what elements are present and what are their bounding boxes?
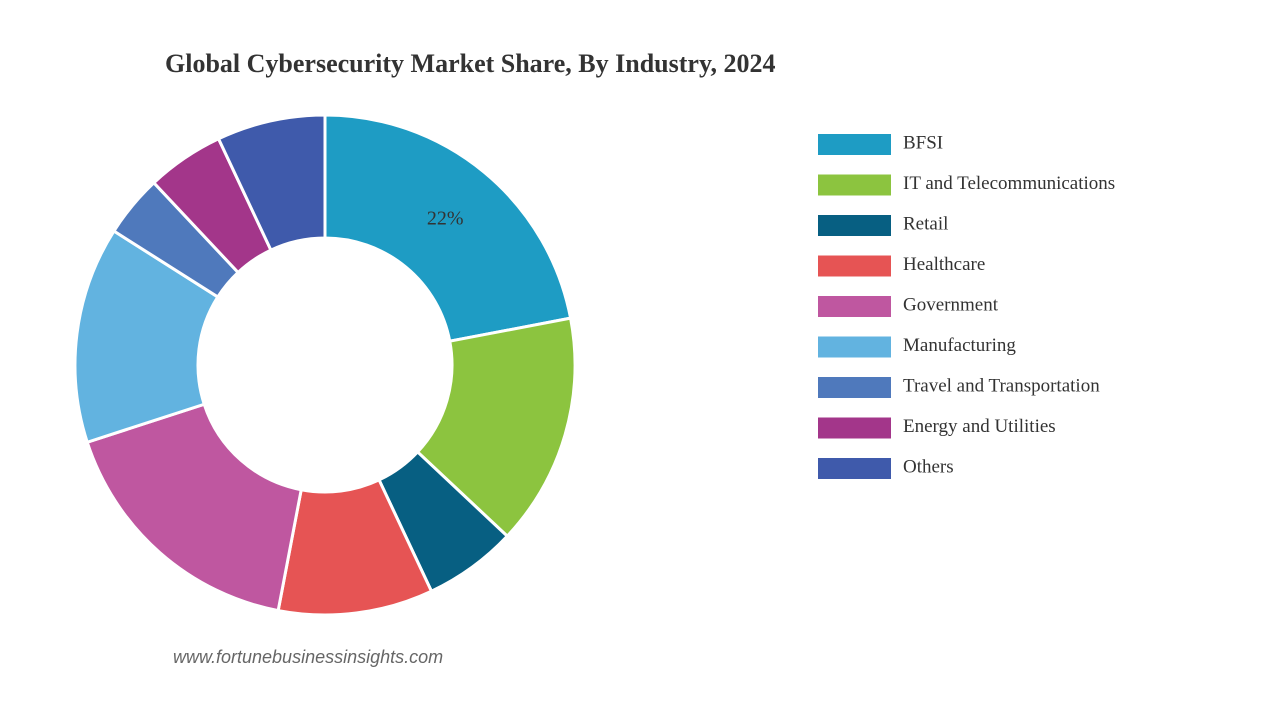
donut-slice xyxy=(85,402,303,613)
legend-swatch xyxy=(818,296,891,317)
legend-label: Energy and Utilities xyxy=(903,416,1056,437)
legend-swatch xyxy=(818,336,891,358)
legend-label: Travel and Transportation xyxy=(903,375,1100,396)
legend-swatch xyxy=(818,255,891,277)
donut-slice xyxy=(323,113,573,343)
legend-label: Government xyxy=(903,294,999,315)
legend-swatch xyxy=(818,417,891,439)
legend-label: Retail xyxy=(903,213,948,234)
chart-title: Global Cybersecurity Market Share, By In… xyxy=(165,49,776,78)
legend-swatch xyxy=(818,134,891,155)
legend-swatch xyxy=(818,174,891,196)
legend-swatch xyxy=(818,377,891,398)
legend-label: Others xyxy=(903,456,954,477)
legend-swatch xyxy=(818,215,891,236)
donut-slice xyxy=(216,113,327,253)
donut-slice xyxy=(415,316,577,539)
donut-slice xyxy=(73,228,220,445)
legend-label: BFSI xyxy=(903,132,943,153)
legend-label: Healthcare xyxy=(903,254,985,275)
source: www.fortunebusinessinsights.com xyxy=(173,647,443,667)
data-label: 22% xyxy=(427,207,464,229)
legend-label: IT and Telecommunications xyxy=(903,173,1115,194)
legend-label: Manufacturing xyxy=(903,335,1016,356)
legend-swatch xyxy=(818,458,891,479)
